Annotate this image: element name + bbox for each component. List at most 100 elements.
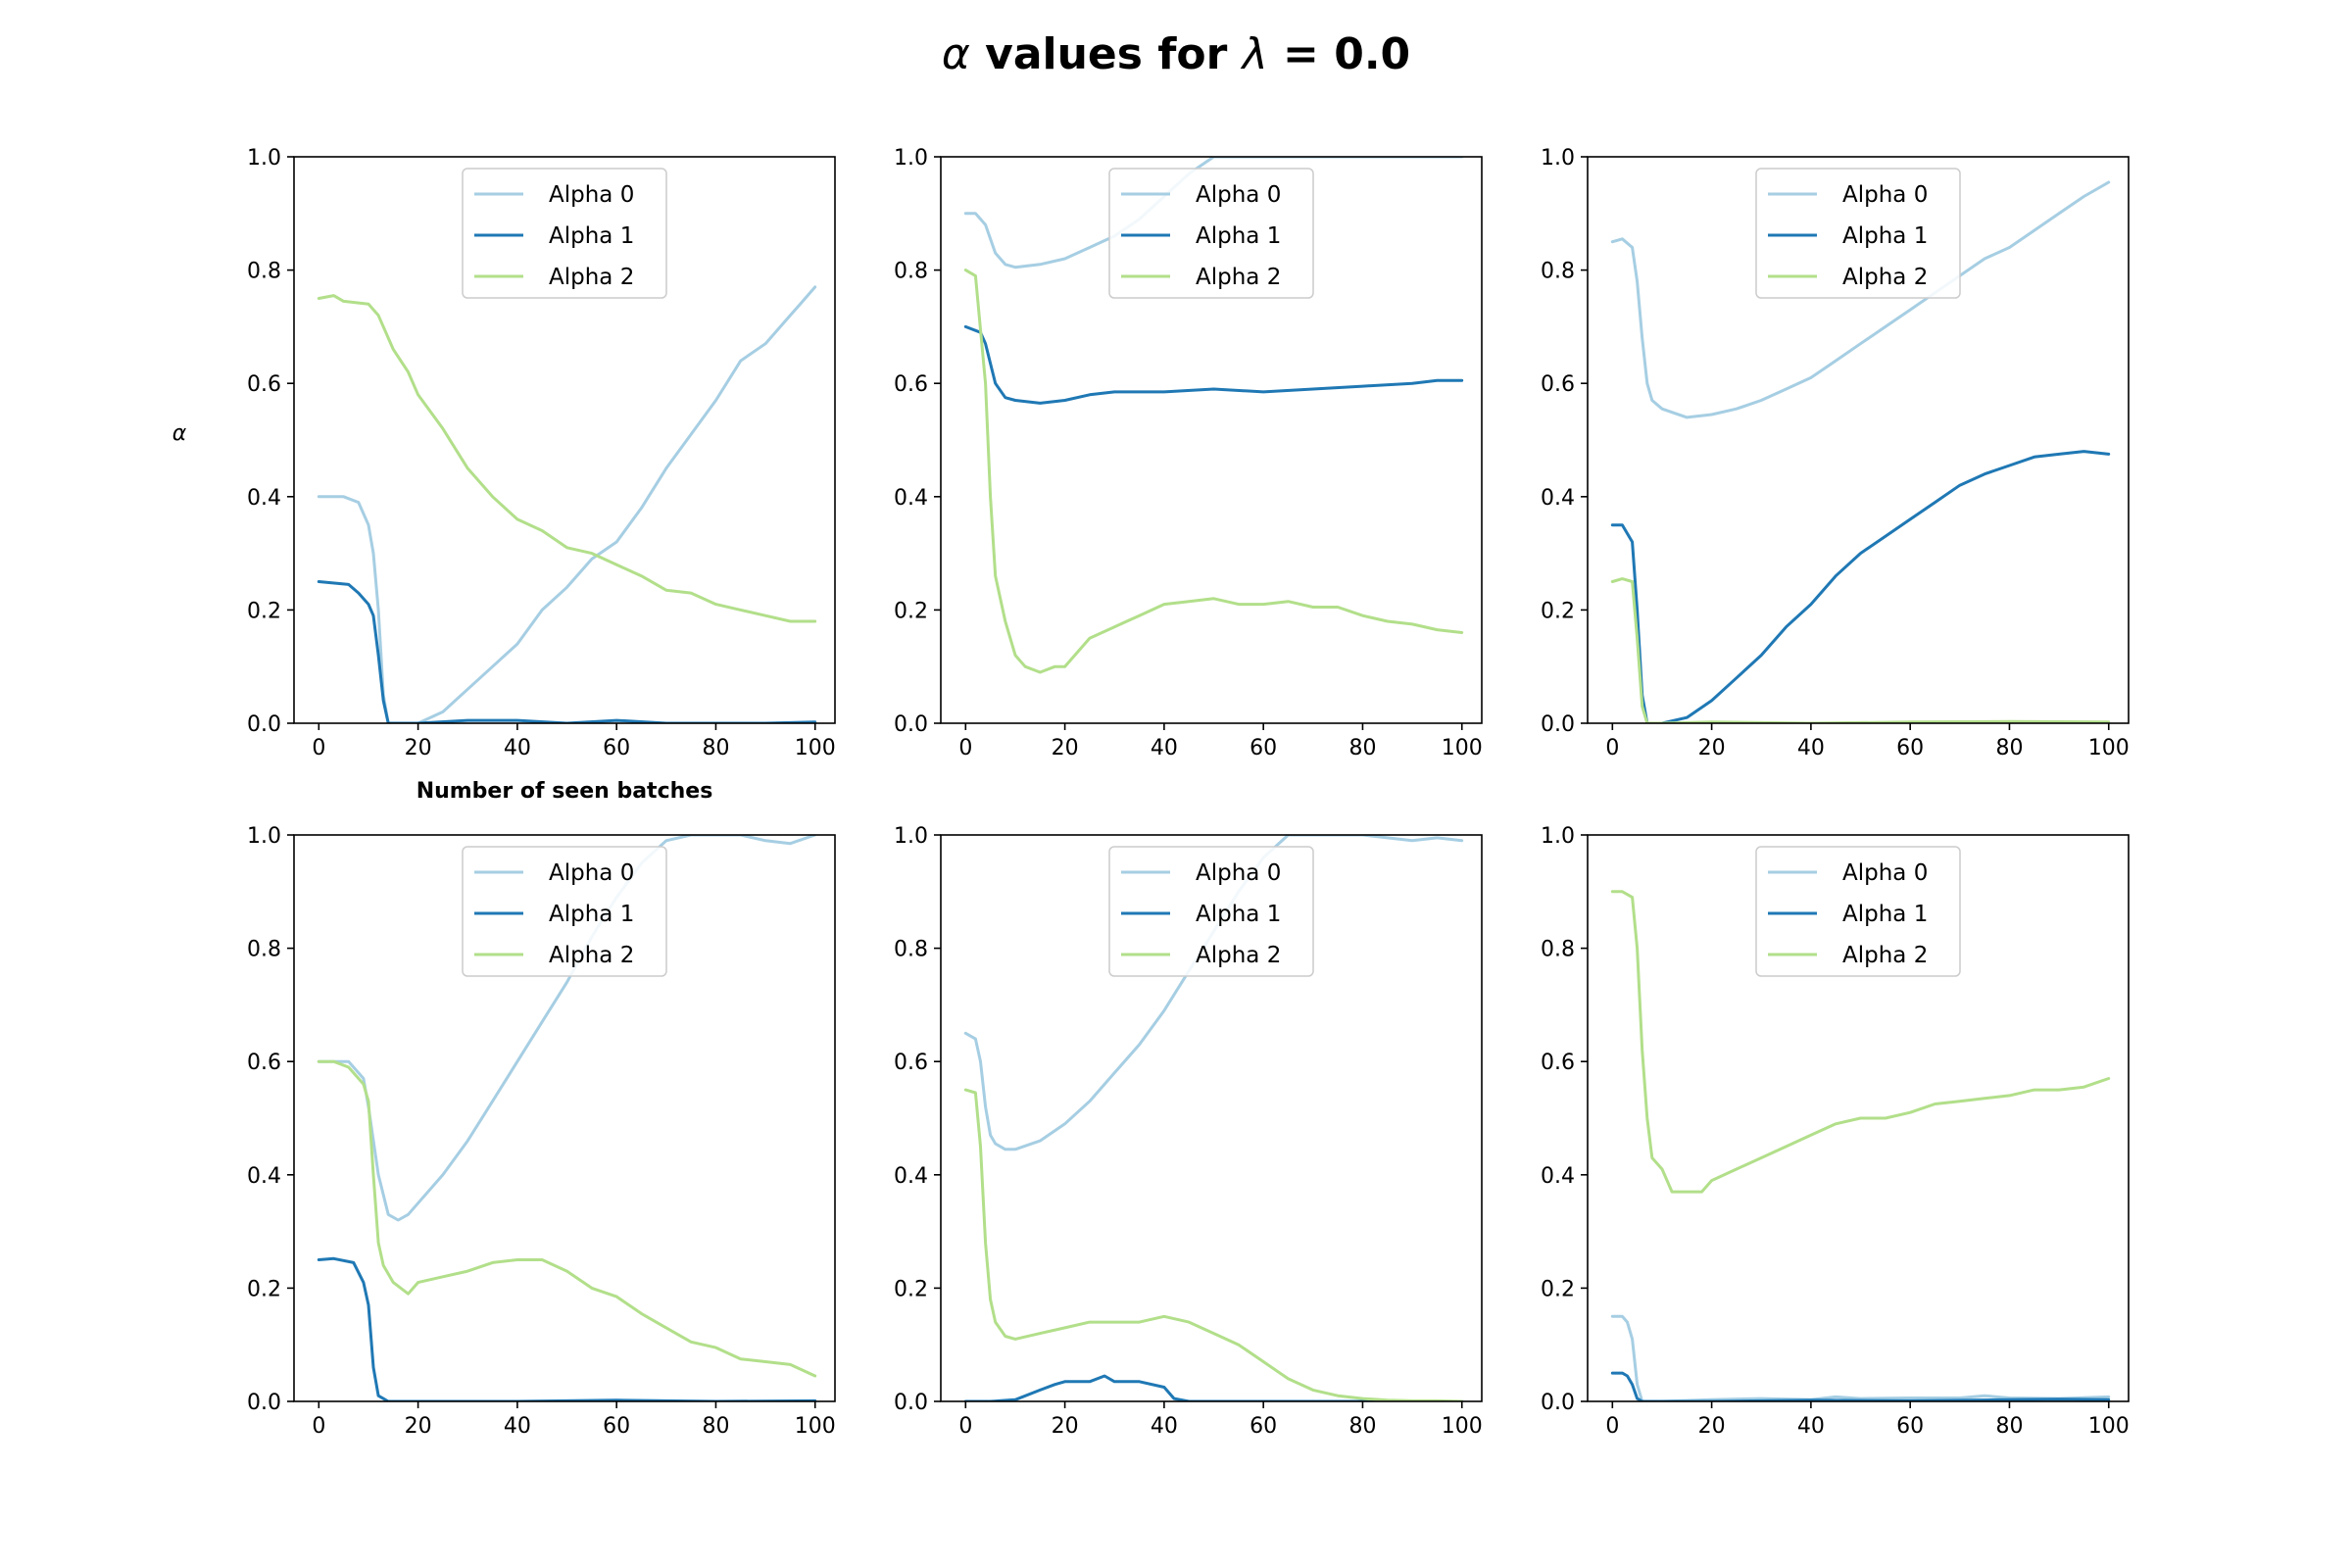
y-tick-label: 0.6 bbox=[894, 372, 928, 397]
series-line-alpha-1 bbox=[1610, 1371, 2111, 1401]
y-tick-label: 0.8 bbox=[247, 260, 281, 284]
series-line-alpha-0 bbox=[963, 835, 1464, 1152]
title-alpha-symbol: α bbox=[942, 29, 970, 79]
y-tick-label: 0.6 bbox=[1541, 1051, 1575, 1075]
legend-box bbox=[1108, 846, 1314, 977]
series-line-alpha-2 bbox=[1610, 890, 2111, 1194]
axes-frame bbox=[1587, 156, 2130, 724]
x-tick-label: 80 bbox=[1995, 1414, 2023, 1439]
axes-frame bbox=[293, 156, 836, 724]
series-line-alpha-1 bbox=[317, 1256, 817, 1401]
series-line-alpha-2 bbox=[317, 1059, 817, 1378]
x-tick-label: 20 bbox=[1698, 736, 1726, 760]
y-tick-label: 0.2 bbox=[1541, 1277, 1575, 1301]
legend-box bbox=[462, 168, 667, 299]
y-tick-label: 0.4 bbox=[1541, 486, 1575, 511]
axes-frame bbox=[940, 156, 1483, 724]
legend-label-alpha-1: Alpha 1 bbox=[1842, 902, 1928, 927]
legend-label-alpha-2: Alpha 2 bbox=[1842, 943, 1928, 968]
x-tick-label: 60 bbox=[1896, 1414, 1924, 1439]
y-tick-label: 0.8 bbox=[894, 260, 928, 284]
title-lambda-symbol: λ bbox=[1241, 29, 1268, 79]
y-tick-label: 1.0 bbox=[247, 824, 281, 849]
x-tick-label: 20 bbox=[1052, 736, 1079, 760]
x-tick-label: 100 bbox=[2088, 736, 2130, 760]
x-tick-label: 60 bbox=[603, 736, 630, 760]
series-line-alpha-2 bbox=[317, 294, 817, 623]
x-tick-label: 40 bbox=[504, 1414, 531, 1439]
legend-box bbox=[1755, 168, 1961, 299]
x-tick-label: 0 bbox=[312, 736, 325, 760]
y-tick-label: 0.0 bbox=[894, 712, 928, 737]
series-line-alpha-0 bbox=[317, 285, 817, 723]
legend: Alpha 0 Alpha 1 Alpha 2 bbox=[462, 846, 667, 977]
x-tick-label: 20 bbox=[1052, 1414, 1079, 1439]
y-tick-label: 0.8 bbox=[1541, 938, 1575, 962]
x-tick-label: 0 bbox=[1605, 736, 1619, 760]
x-axis-label: Number of seen batches bbox=[416, 779, 713, 804]
y-tick-label: 0.4 bbox=[894, 1164, 928, 1189]
legend-label-alpha-1: Alpha 1 bbox=[1842, 223, 1928, 249]
legend-box bbox=[462, 846, 667, 977]
x-tick-label: 100 bbox=[795, 736, 836, 760]
x-tick-label: 60 bbox=[1250, 1414, 1277, 1439]
legend-label-alpha-0: Alpha 0 bbox=[1842, 860, 1928, 886]
legend-label-alpha-0: Alpha 0 bbox=[549, 860, 634, 886]
x-tick-label: 60 bbox=[1896, 736, 1924, 760]
x-tick-label: 80 bbox=[1995, 736, 2023, 760]
x-tick-label: 60 bbox=[603, 1414, 630, 1439]
legend-label-alpha-0: Alpha 0 bbox=[549, 182, 634, 208]
x-tick-label: 0 bbox=[312, 1414, 325, 1439]
y-tick-label: 0.4 bbox=[247, 486, 281, 511]
y-tick-label: 1.0 bbox=[1541, 824, 1575, 849]
series-line-alpha-1 bbox=[963, 1374, 1464, 1401]
y-tick-label: 0.6 bbox=[247, 1051, 281, 1075]
legend-label-alpha-2: Alpha 2 bbox=[1196, 265, 1281, 290]
x-tick-label: 80 bbox=[702, 1414, 729, 1439]
legend-label-alpha-1: Alpha 1 bbox=[1196, 223, 1281, 249]
y-axis-label: α bbox=[172, 421, 187, 446]
x-tick-label: 80 bbox=[702, 736, 729, 760]
y-tick-label: 0.4 bbox=[894, 486, 928, 511]
y-tick-label: 1.0 bbox=[1541, 146, 1575, 171]
y-tick-label: 0.2 bbox=[894, 1277, 928, 1301]
legend-label-alpha-2: Alpha 2 bbox=[1196, 943, 1281, 968]
axes-frame bbox=[1587, 834, 2130, 1402]
x-tick-label: 100 bbox=[795, 1414, 836, 1439]
plot-area bbox=[1610, 180, 2111, 723]
y-tick-label: 0.8 bbox=[894, 938, 928, 962]
y-tick-label: 0.0 bbox=[247, 1391, 281, 1415]
x-tick-label: 80 bbox=[1348, 736, 1376, 760]
subplot-1: 0 20 40 60 80 100 0.0 0.2 0.4 0.6 0.8 1.0 Number of … bbox=[172, 146, 836, 804]
legend: Alpha 0 Alpha 1 Alpha 2 bbox=[1108, 168, 1314, 299]
x-tick-label: 100 bbox=[2088, 1414, 2130, 1439]
x-tick-label: 0 bbox=[1605, 1414, 1619, 1439]
subplot-grid: 0 20 40 60 80 100 0.0 0.2 0.4 0.6 0.8 1.0 Number of … bbox=[172, 146, 2130, 1439]
y-tick-label: 0.6 bbox=[894, 1051, 928, 1075]
x-tick-label: 40 bbox=[1151, 1414, 1178, 1439]
y-tick-label: 0.8 bbox=[247, 938, 281, 962]
y-tick-label: 0.0 bbox=[1541, 1391, 1575, 1415]
y-tick-label: 0.0 bbox=[247, 712, 281, 737]
y-tick-label: 0.0 bbox=[1541, 712, 1575, 737]
x-tick-label: 40 bbox=[504, 736, 531, 760]
y-tick-label: 1.0 bbox=[894, 146, 928, 171]
title-text: values for bbox=[970, 29, 1243, 79]
legend-label-alpha-1: Alpha 1 bbox=[549, 223, 634, 249]
y-tick-label: 0.6 bbox=[247, 372, 281, 397]
plot-area bbox=[1610, 890, 2111, 1401]
legend-label-alpha-0: Alpha 0 bbox=[1196, 860, 1281, 886]
x-tick-label: 60 bbox=[1250, 736, 1277, 760]
series-line-alpha-2 bbox=[963, 1088, 1464, 1401]
series-line-alpha-2 bbox=[1610, 577, 2111, 723]
legend-label-alpha-2: Alpha 2 bbox=[549, 265, 634, 290]
legend-label-alpha-2: Alpha 2 bbox=[549, 943, 634, 968]
x-tick-label: 40 bbox=[1151, 736, 1178, 760]
series-line-alpha-0 bbox=[1610, 1314, 2111, 1401]
title-value: = 0.0 bbox=[1268, 29, 1410, 79]
x-tick-label: 80 bbox=[1348, 1414, 1376, 1439]
